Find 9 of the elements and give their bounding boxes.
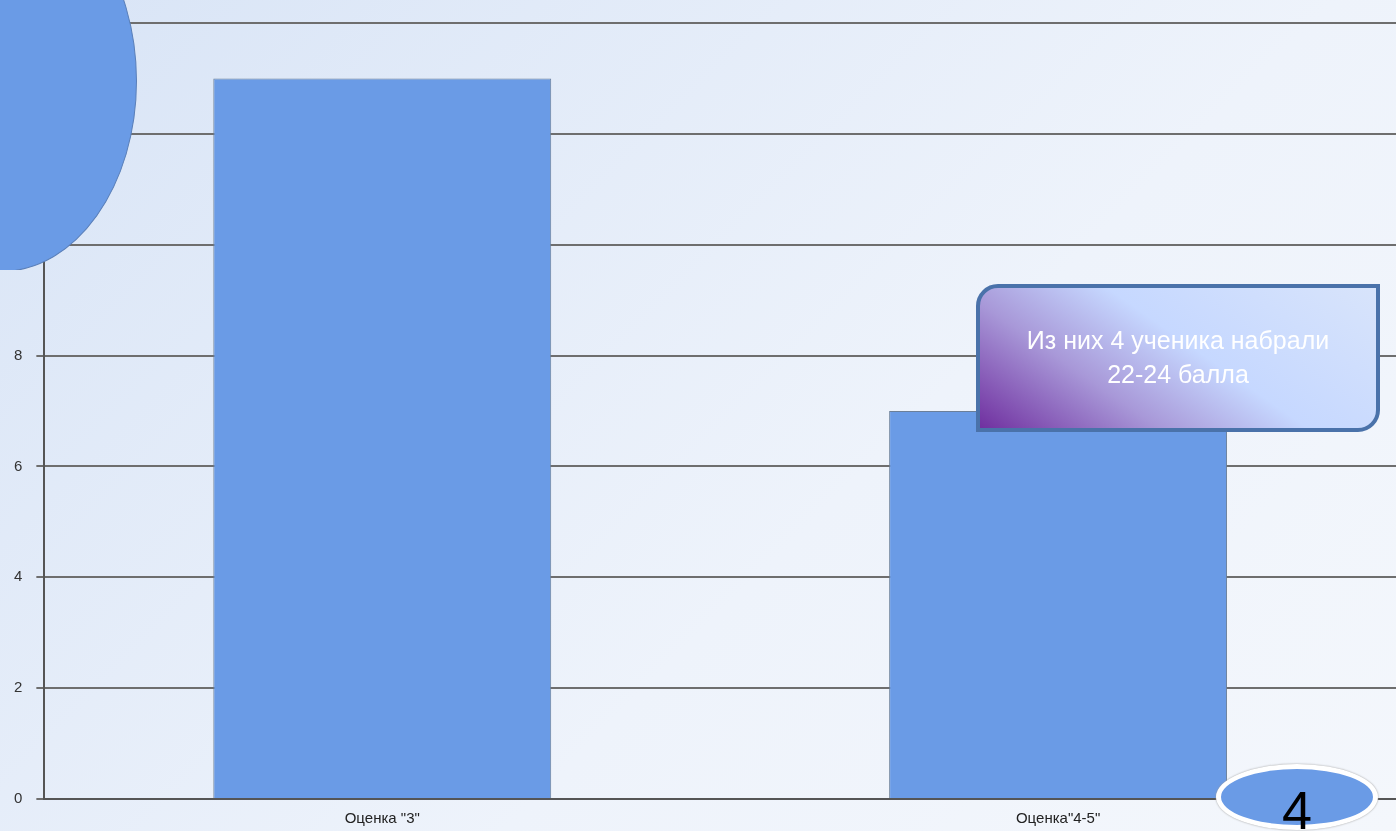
y-tick-label: 2 bbox=[14, 678, 23, 696]
oval-shape: 4 bbox=[1216, 764, 1378, 830]
y-tick-label: 4 bbox=[14, 567, 23, 585]
y-tick-label: 6 bbox=[14, 456, 23, 474]
annotation: 4 bbox=[1281, 779, 1313, 831]
x-tick-label: Оценка "3" bbox=[344, 809, 420, 827]
x-tick-label: Оценка"4-5" bbox=[1015, 809, 1101, 827]
y-tick-label: 8 bbox=[14, 345, 23, 363]
y-tick-label: 0 bbox=[14, 789, 23, 807]
